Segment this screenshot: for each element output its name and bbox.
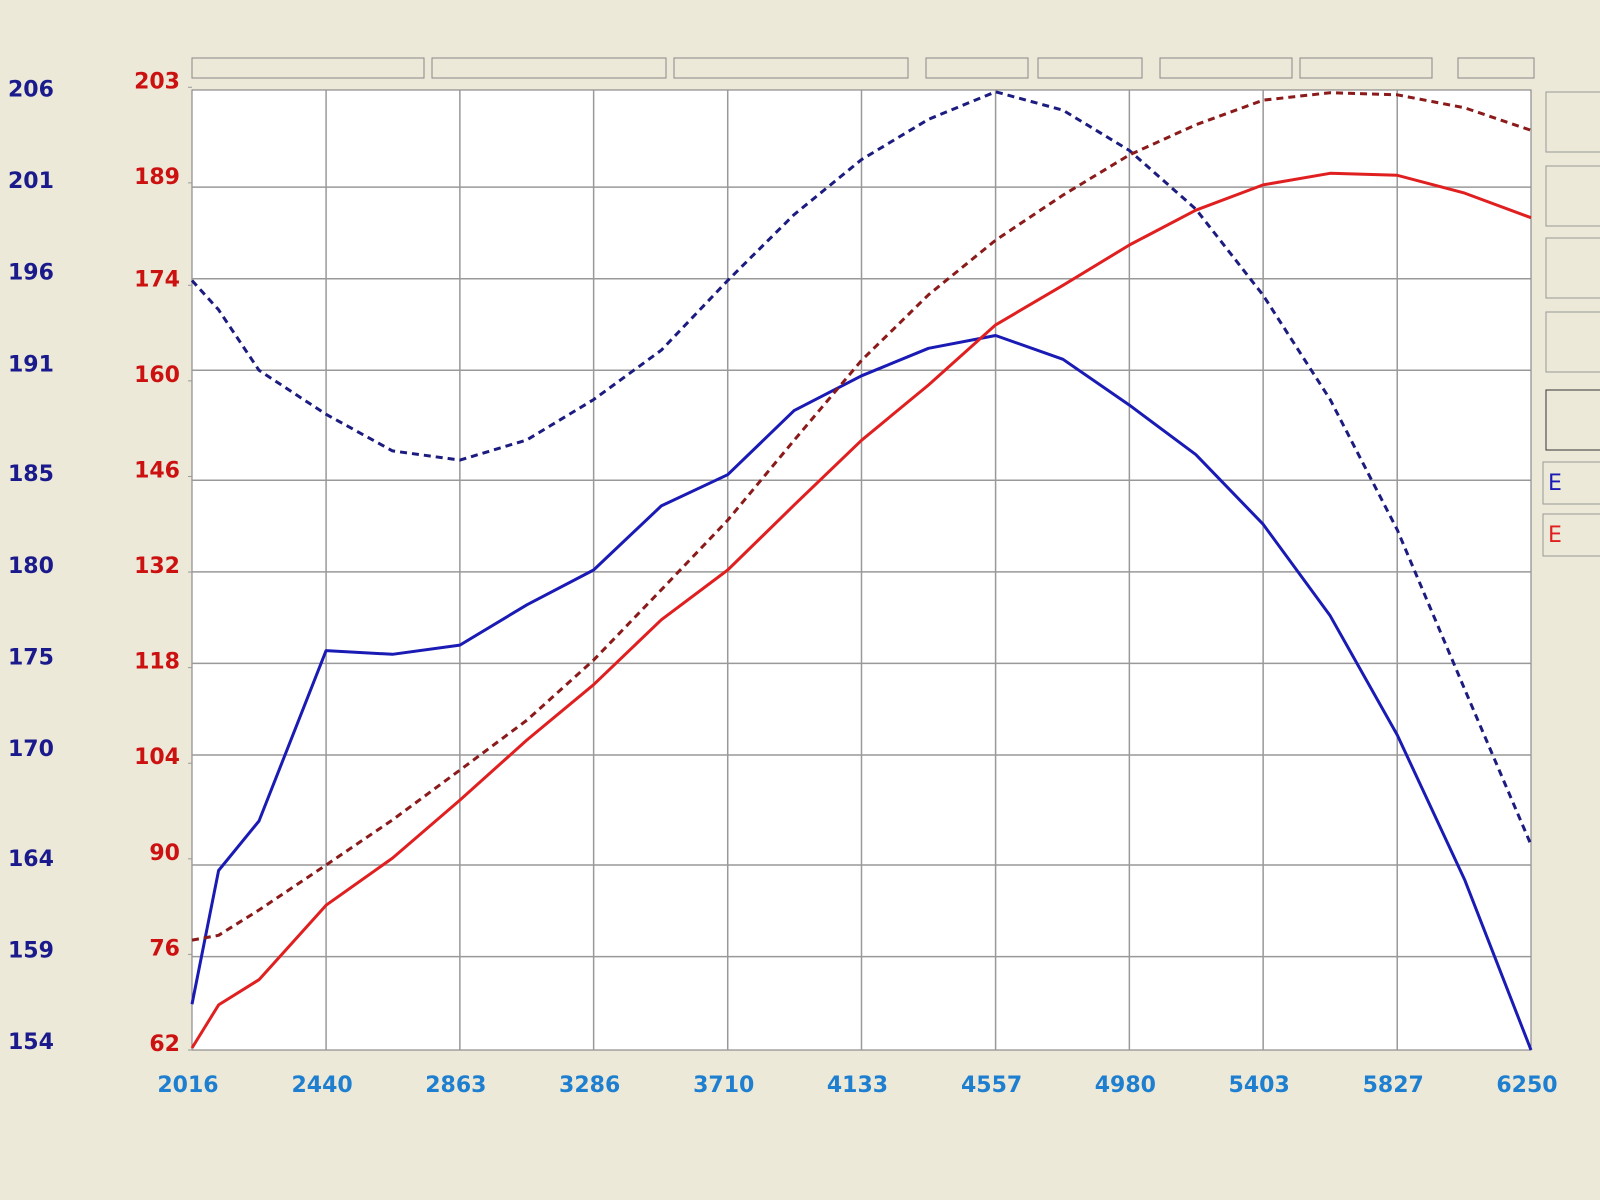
y2-tick-label: 90 bbox=[149, 841, 180, 866]
x-tick-label: 3286 bbox=[559, 1073, 620, 1098]
y-tick-label: 185 bbox=[8, 462, 54, 487]
y-tick-label: 170 bbox=[8, 737, 54, 762]
tab-strip bbox=[191, 57, 1535, 79]
side-buttons bbox=[1542, 91, 1600, 557]
x-tick-label: 4133 bbox=[827, 1073, 888, 1098]
x-tick-label: 6250 bbox=[1496, 1073, 1557, 1098]
y-tick-label: 206 bbox=[8, 77, 54, 102]
series-line bbox=[190, 334, 1533, 1051]
y-tick-label: 164 bbox=[8, 847, 54, 872]
y-tick-label: 191 bbox=[8, 352, 54, 377]
y-tick-label: 201 bbox=[8, 169, 54, 194]
y2-tick-label: 203 bbox=[134, 69, 180, 94]
x-tick-label: 5403 bbox=[1229, 1073, 1290, 1098]
y-tick-label: 175 bbox=[8, 645, 54, 670]
y2-tick-label: 132 bbox=[134, 554, 180, 579]
y2-tick-label: 174 bbox=[134, 267, 180, 292]
panel-label: E bbox=[1548, 523, 1562, 548]
y2-tick-label: 104 bbox=[134, 745, 180, 770]
series-line bbox=[191, 91, 1532, 942]
y2-tick-label: 189 bbox=[134, 165, 180, 190]
x-tick-label: 4557 bbox=[961, 1073, 1022, 1098]
x-tick-label: 5827 bbox=[1363, 1073, 1424, 1098]
y2-tick-label: 146 bbox=[134, 458, 180, 483]
y2-tick-label: 160 bbox=[134, 363, 180, 388]
x-tick-label: 2440 bbox=[291, 1073, 352, 1098]
x-tick-label: 3710 bbox=[693, 1073, 754, 1098]
series-line bbox=[190, 90, 1533, 846]
x-tick-label: 2863 bbox=[425, 1073, 486, 1098]
y-tick-label: 196 bbox=[8, 261, 54, 286]
y-tick-label: 154 bbox=[8, 1030, 54, 1055]
panel-label: E bbox=[1548, 471, 1562, 496]
series-line bbox=[190, 171, 1532, 1049]
x-tick-label: 4980 bbox=[1095, 1073, 1156, 1098]
y-tick-label: 180 bbox=[8, 554, 54, 579]
x-tick-label: 2016 bbox=[157, 1073, 218, 1098]
y2-tick-label: 76 bbox=[149, 936, 180, 961]
y2-tick-label: 62 bbox=[149, 1032, 180, 1057]
y2-tick-label: 118 bbox=[134, 650, 180, 675]
y-tick-label: 159 bbox=[8, 939, 54, 964]
